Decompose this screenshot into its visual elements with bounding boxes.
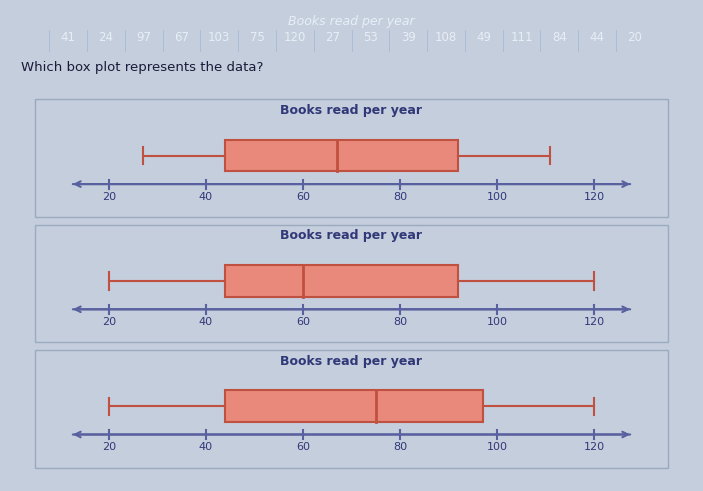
Text: 100: 100 — [486, 317, 508, 327]
Text: 75: 75 — [250, 30, 264, 44]
Text: 120: 120 — [283, 30, 306, 44]
Text: 97: 97 — [136, 30, 151, 44]
Text: 39: 39 — [401, 30, 415, 44]
Text: Books read per year: Books read per year — [288, 15, 415, 28]
Text: 20: 20 — [102, 442, 116, 452]
Text: 103: 103 — [208, 30, 231, 44]
Text: 120: 120 — [583, 317, 605, 327]
Text: 40: 40 — [199, 191, 213, 201]
Text: 53: 53 — [363, 30, 378, 44]
Text: 100: 100 — [486, 191, 508, 201]
Bar — [226, 265, 458, 297]
Text: Books read per year: Books read per year — [280, 229, 423, 243]
Text: Books read per year: Books read per year — [280, 355, 423, 368]
Text: 60: 60 — [296, 442, 310, 452]
Text: 80: 80 — [393, 442, 407, 452]
Text: 20: 20 — [102, 191, 116, 201]
Text: 108: 108 — [435, 30, 457, 44]
Text: 60: 60 — [296, 191, 310, 201]
Text: 100: 100 — [486, 442, 508, 452]
Text: 120: 120 — [583, 191, 605, 201]
Text: 20: 20 — [628, 30, 643, 44]
Text: 40: 40 — [199, 442, 213, 452]
Text: 80: 80 — [393, 317, 407, 327]
Text: 40: 40 — [199, 317, 213, 327]
Text: 84: 84 — [552, 30, 567, 44]
Text: 67: 67 — [174, 30, 189, 44]
Text: 44: 44 — [590, 30, 605, 44]
Text: 20: 20 — [102, 317, 116, 327]
Bar — [226, 390, 482, 422]
Text: 111: 111 — [510, 30, 533, 44]
Text: 120: 120 — [583, 442, 605, 452]
Text: 24: 24 — [98, 30, 113, 44]
Text: Books read per year: Books read per year — [280, 104, 423, 117]
Text: 49: 49 — [476, 30, 491, 44]
Bar — [226, 140, 458, 171]
Text: 41: 41 — [60, 30, 76, 44]
Text: Which box plot represents the data?: Which box plot represents the data? — [21, 61, 264, 74]
Text: 27: 27 — [325, 30, 340, 44]
Text: 60: 60 — [296, 317, 310, 327]
Text: 80: 80 — [393, 191, 407, 201]
